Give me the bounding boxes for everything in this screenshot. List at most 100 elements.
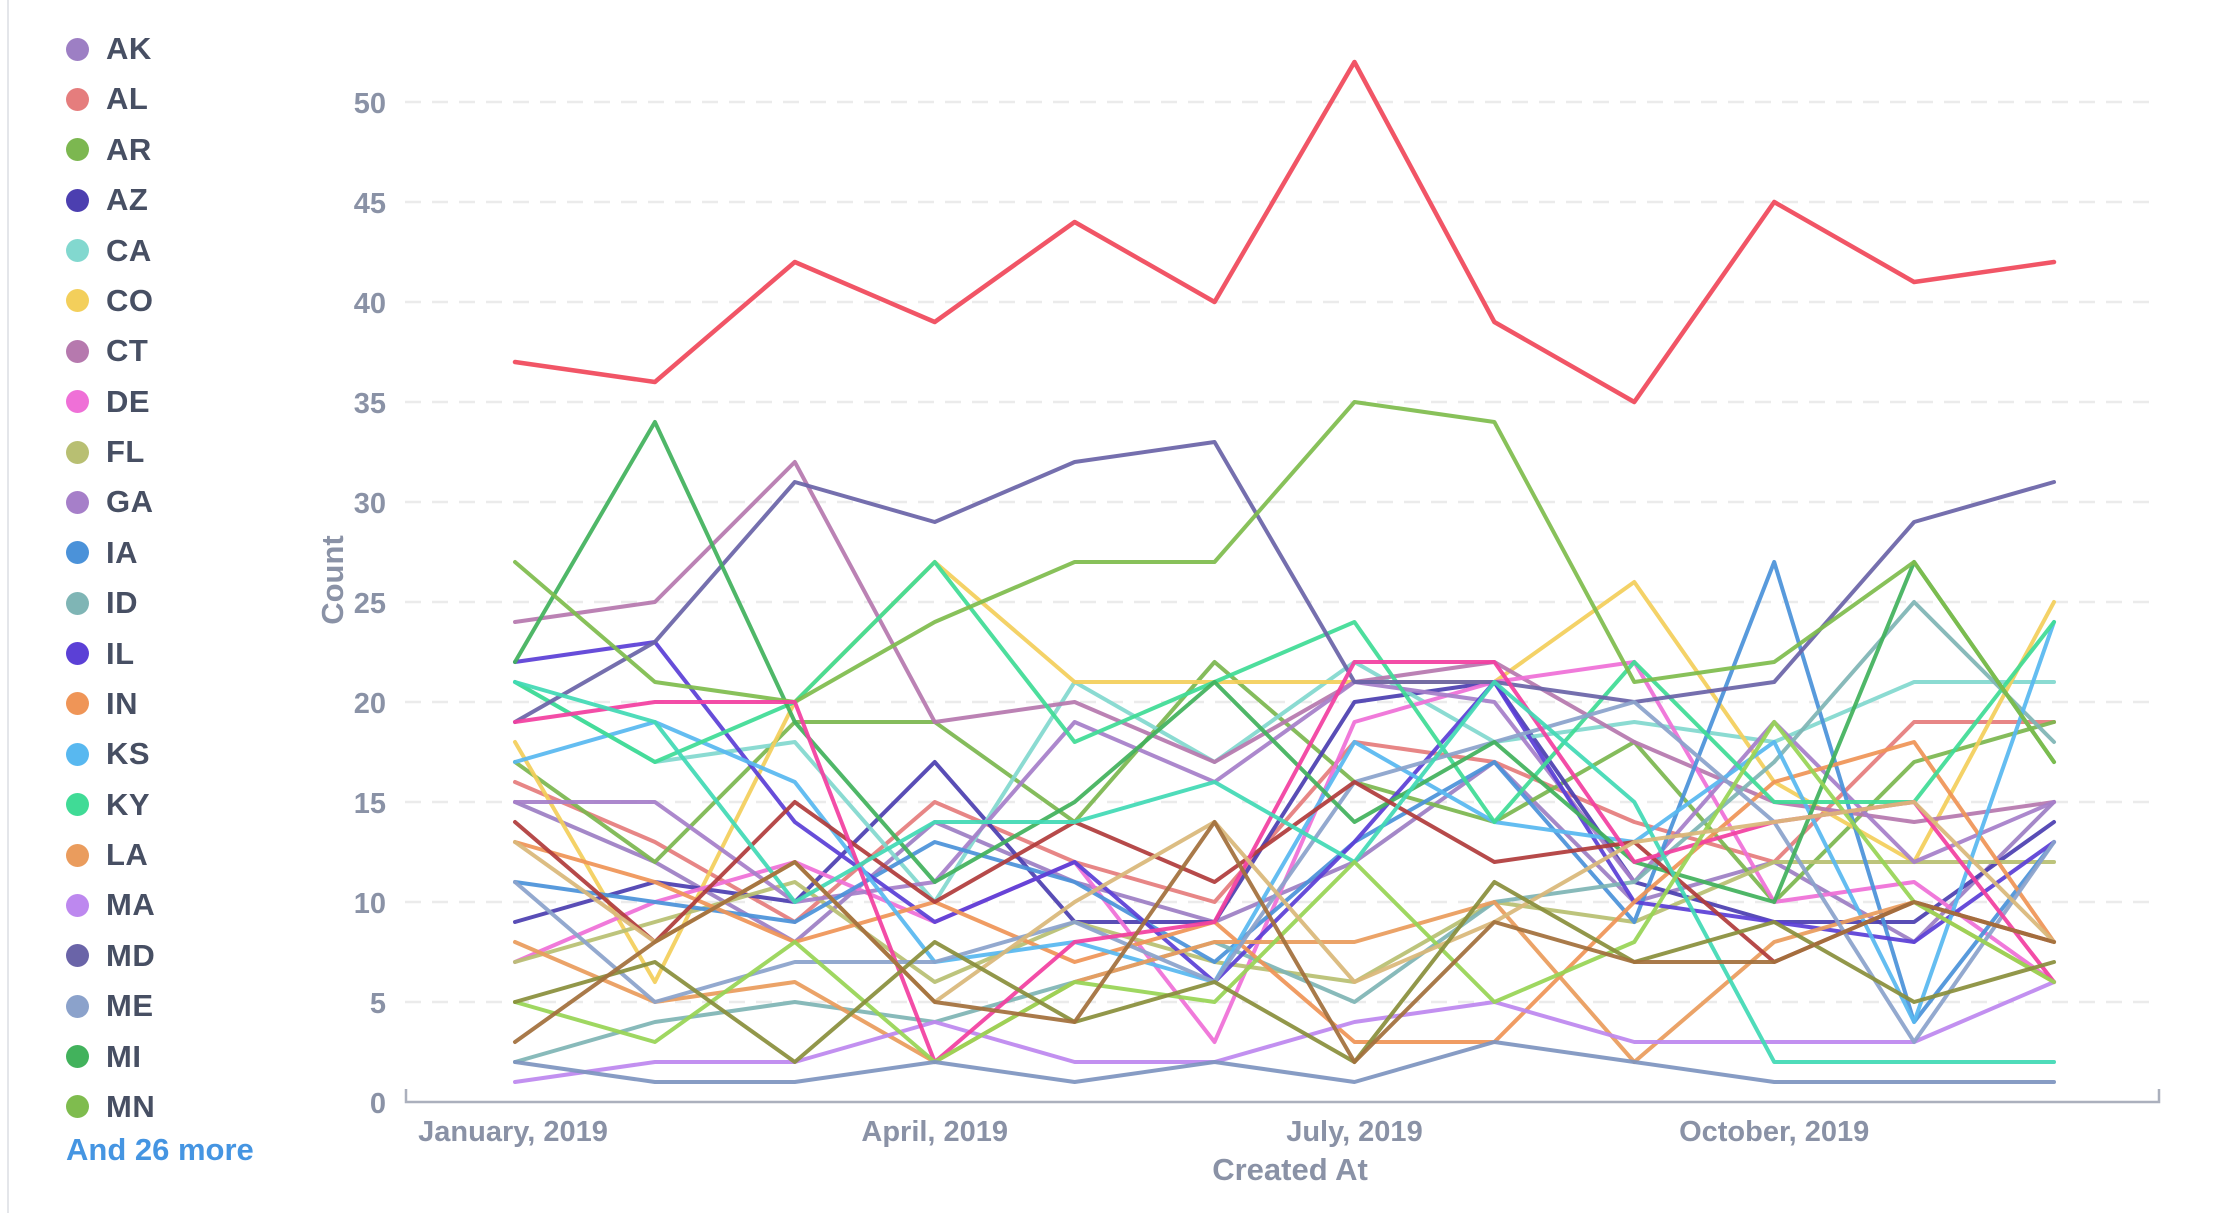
legend-label: CO (106, 282, 154, 318)
series-line-ID[interactable] (513, 600, 2057, 1064)
legend-label: ID (106, 585, 138, 621)
y-axis-title: Count (315, 535, 350, 625)
legend-label: MI (106, 1038, 142, 1074)
series-line-more-5[interactable] (513, 720, 2057, 1064)
y-tick-label: 0 (370, 1088, 386, 1120)
series-line-MD[interactable] (513, 440, 2057, 724)
legend-swatch-co (66, 289, 89, 313)
legend-item-al[interactable]: AL (66, 76, 148, 122)
legend-swatch-az (66, 188, 89, 212)
x-tick-label: October, 2019 (1679, 1116, 1869, 1148)
legend-swatch-ia (66, 541, 89, 565)
legend-item-ar[interactable]: AR (66, 127, 152, 173)
legend-item-ky[interactable]: KY (66, 782, 150, 828)
legend-label: CA (106, 232, 152, 268)
series-line-MI[interactable] (513, 420, 2057, 904)
legend-swatch-la (66, 843, 89, 867)
legend-item-ma[interactable]: MA (66, 882, 155, 928)
legend-swatch-fl (66, 440, 89, 464)
legend-item-ca[interactable]: CA (66, 228, 152, 274)
series-line-MN[interactable] (513, 400, 2057, 764)
x-axis-line (404, 1089, 2161, 1104)
legend-label: LA (106, 837, 149, 873)
legend-more-link[interactable]: And 26 more (66, 1132, 254, 1167)
y-tick-label: 25 (354, 588, 386, 620)
y-tick-labels: 0 5 10 15 20 25 30 35 40 45 50 (354, 88, 386, 1120)
legend-swatch-ak (66, 37, 89, 61)
legend-swatch-id (66, 591, 89, 615)
series-line-more-4[interactable] (513, 680, 2057, 1064)
legend-swatch-al (66, 87, 89, 111)
series-line-more-7[interactable] (513, 1040, 2057, 1084)
series-line-ME[interactable] (513, 700, 2057, 1044)
series-line-AZ[interactable] (513, 680, 2057, 924)
legend-label: DE (106, 383, 151, 419)
legend-item-mi[interactable]: MI (66, 1034, 141, 1080)
x-axis-title: Created At (1212, 1152, 1368, 1187)
series-lines (512, 59, 2057, 1084)
legend: AK AL AR AZ CA CO CT DE FL GA IA ID IL IN KS KY LA MA MD ME… (0, 0, 360, 1213)
series-line-IN[interactable] (513, 740, 2057, 1044)
legend-item-md[interactable]: MD (66, 933, 155, 979)
y-tick-label: 5 (370, 988, 386, 1020)
series-line-more-8[interactable] (513, 880, 2057, 1064)
legend-label: FL (106, 434, 145, 470)
legend-swatch-il (66, 642, 89, 666)
legend-label: KS (106, 736, 151, 772)
series-line-CO[interactable] (513, 560, 2057, 984)
series-line-GA[interactable] (513, 680, 2057, 904)
legend-item-ks[interactable]: KS (66, 731, 150, 777)
legend-label: KY (106, 786, 151, 822)
legend-label: GA (106, 484, 154, 520)
legend-label: IL (106, 635, 135, 671)
series-line-CT[interactable] (513, 460, 2057, 824)
x-tick-label: April, 2019 (861, 1116, 1008, 1148)
legend-swatch-me (66, 994, 89, 1018)
legend-label: CT (106, 333, 149, 369)
y-tick-label: 15 (354, 788, 386, 820)
legend-item-ga[interactable]: GA (66, 479, 154, 525)
legend-item-co[interactable]: CO (66, 278, 154, 324)
legend-swatch-ca (66, 239, 89, 263)
legend-item-ia[interactable]: IA (66, 530, 138, 576)
series-line-IL[interactable] (513, 640, 2057, 984)
legend-item-mn[interactable]: MN (66, 1084, 155, 1130)
legend-label: IN (106, 685, 138, 721)
series-line-more-9[interactable] (513, 820, 2057, 1064)
x-tick-labels: January, 2019 April, 2019 July, 2019 Octobe… (418, 1116, 1869, 1148)
legend-item-me[interactable]: ME (66, 983, 154, 1029)
y-tick-label: 10 (354, 888, 386, 920)
legend-swatch-ct (66, 339, 89, 363)
card-left-border (7, 0, 9, 1213)
y-tick-label: 40 (354, 288, 386, 320)
legend-label: AZ (106, 182, 149, 218)
legend-item-ct[interactable]: CT (66, 328, 148, 374)
legend-item-la[interactable]: LA (66, 832, 148, 878)
series-line-MA[interactable] (513, 980, 2057, 1084)
legend-item-in[interactable]: IN (66, 681, 138, 727)
y-tick-label: 45 (354, 188, 386, 220)
legend-swatch-ky (66, 793, 89, 817)
legend-item-id[interactable]: ID (66, 580, 138, 626)
legend-label: AR (106, 131, 152, 167)
series-line-more-1[interactable] (512, 59, 2057, 405)
legend-item-ak[interactable]: AK (66, 26, 152, 72)
legend-item-de[interactable]: DE (66, 379, 150, 425)
legend-swatch-de (66, 390, 89, 414)
legend-swatch-mi (66, 1045, 89, 1069)
legend-label: ME (106, 988, 154, 1024)
legend-label: AK (106, 31, 152, 66)
series-line-KY[interactable] (513, 560, 2057, 824)
legend-label: AL (106, 81, 149, 117)
x-tick-label: January, 2019 (418, 1116, 608, 1148)
legend-item-az[interactable]: AZ (66, 177, 148, 223)
legend-label: MD (106, 937, 156, 973)
legend-item-il[interactable]: IL (66, 631, 135, 677)
legend-swatch-ma (66, 893, 89, 917)
series-line-KS[interactable] (513, 620, 2057, 1024)
legend-item-fl[interactable]: FL (66, 429, 145, 475)
series-line-AK[interactable] (513, 760, 2057, 944)
legend-label: IA (106, 534, 138, 570)
